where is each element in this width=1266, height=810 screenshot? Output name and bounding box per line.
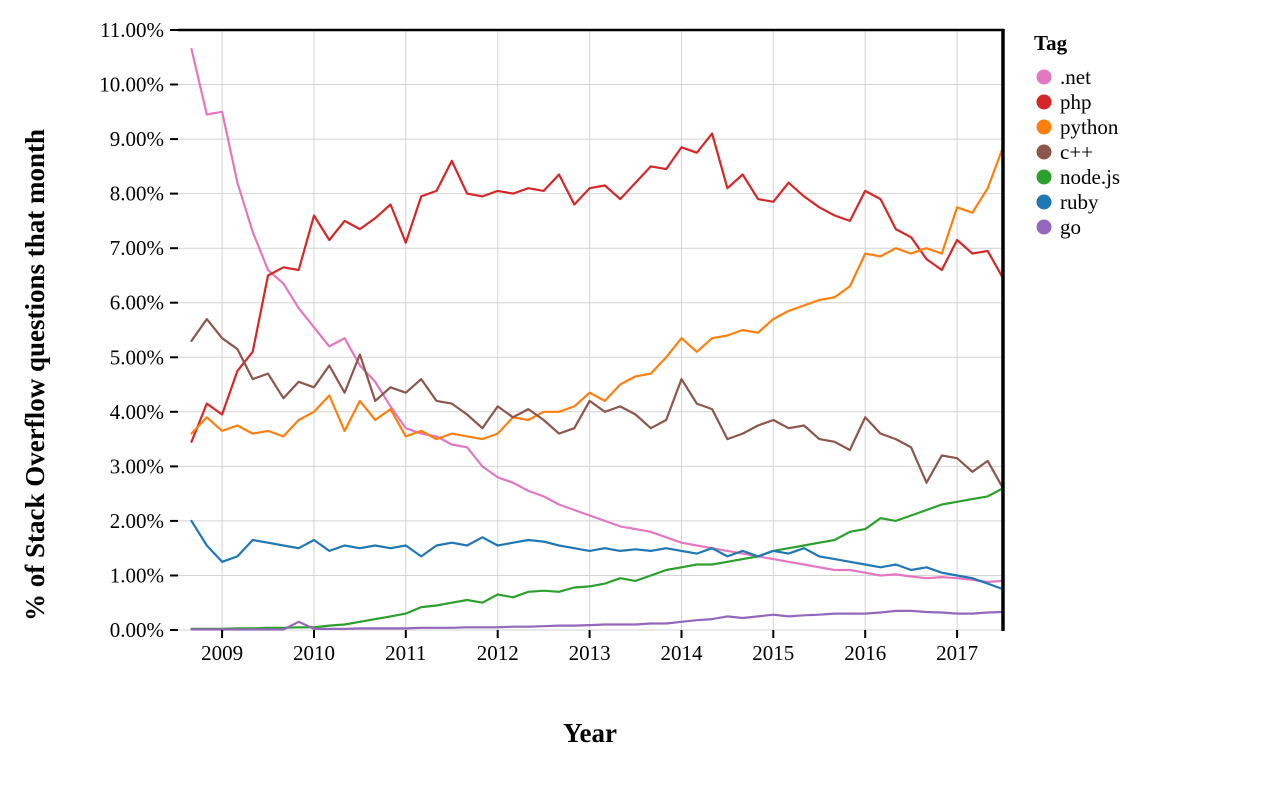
y-tick-label: 5.00% <box>110 345 164 369</box>
series-line-node.js <box>190 487 1005 631</box>
y-tick-label: 8.00% <box>110 182 164 206</box>
legend-label-python: python <box>1060 115 1119 139</box>
x-tick-label: 2014 <box>661 641 704 665</box>
y-tick-label: 0.00% <box>110 618 164 642</box>
series-line-.net <box>190 47 1005 584</box>
legend-label-ruby: ruby <box>1060 190 1099 214</box>
y-tick-label: 7.00% <box>110 236 164 260</box>
series-line-go <box>190 609 1005 631</box>
y-tick-label: 4.00% <box>110 400 164 424</box>
series-line-ruby <box>190 519 1005 591</box>
gridlines <box>178 29 1003 631</box>
axes: 0.00% 1.00% 2.00% 3.00% 4.00% 5.00% 6.00% 7.00%… <box>99 18 1005 665</box>
x-axis-title: Year <box>563 718 617 748</box>
legend-label-.net: .net <box>1060 65 1091 89</box>
y-axis-title: % of Stack Overflow questions that month <box>20 129 50 621</box>
legend-label-c++: c++ <box>1060 140 1093 164</box>
legend-label-php: php <box>1060 90 1092 114</box>
x-tick-label: 2013 <box>569 641 611 665</box>
legend-swatch-php <box>1036 94 1052 110</box>
legend-swatch-.net <box>1036 69 1052 85</box>
legend-label-go: go <box>1060 215 1081 239</box>
y-tick-label: 10.00% <box>99 73 164 97</box>
x-tick-label: 2009 <box>201 641 243 665</box>
x-tick-label: 2017 <box>936 641 978 665</box>
series-line-c++ <box>190 318 1005 490</box>
legend-label-node.js: node.js <box>1060 165 1120 189</box>
legend-swatch-c++ <box>1036 144 1052 160</box>
legend-swatch-node.js <box>1036 169 1052 185</box>
y-tick-label: 6.00% <box>110 291 164 315</box>
x-tick-label: 2010 <box>293 641 335 665</box>
legend-title: Tag <box>1034 31 1068 55</box>
x-tick-label: 2016 <box>844 641 886 665</box>
legend-swatch-python <box>1036 119 1052 135</box>
y-tick-label: 2.00% <box>110 509 164 533</box>
legend-swatch-ruby <box>1036 194 1052 210</box>
y-tick-label: 11.00% <box>100 18 164 42</box>
x-tick-label: 2012 <box>477 641 519 665</box>
series-line-python <box>190 146 1005 441</box>
legend-swatch-go <box>1036 219 1052 235</box>
series-line-php <box>190 132 1005 443</box>
chart-series <box>190 47 1005 631</box>
y-tick-label: 3.00% <box>110 454 164 478</box>
y-tick-label: 9.00% <box>110 127 164 151</box>
x-tick-label: 2015 <box>752 641 794 665</box>
x-tick-label: 2011 <box>385 641 426 665</box>
y-tick-label: 1.00% <box>110 564 164 588</box>
